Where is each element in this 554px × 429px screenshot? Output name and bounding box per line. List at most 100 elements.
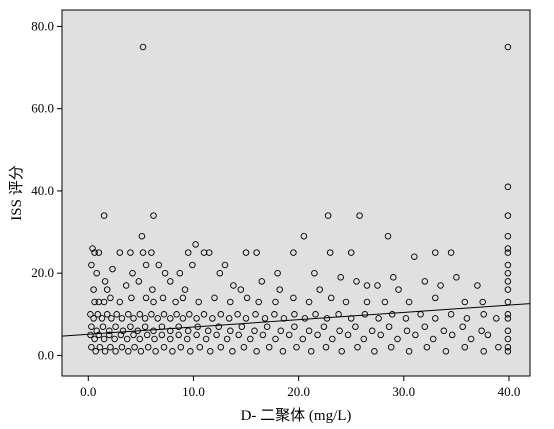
data-point [363,282,371,289]
data-point [301,315,309,322]
data-point [94,311,102,318]
data-point [353,278,360,285]
data-point [251,327,258,335]
data-point [175,331,182,339]
data-point [235,331,242,339]
data-point [88,323,95,330]
data-point [152,348,159,355]
data-point [265,343,273,351]
data-point [179,315,187,322]
data-point [478,327,485,335]
x-tick-label: 20.0 [287,384,310,399]
data-point [101,278,109,285]
y-tick-label: 60.0 [31,101,54,116]
data-point [95,331,103,339]
data-point [187,348,194,355]
data-point [474,282,481,289]
data-point [277,327,285,335]
data-point [290,294,297,302]
data-point [112,323,119,330]
data-point [432,249,439,256]
data-point [154,315,161,322]
data-point [234,311,241,318]
data-point [291,323,298,330]
data-point [88,343,95,351]
data-point [504,278,512,285]
data-point [363,298,371,306]
data-point [179,294,187,302]
data-point [125,348,132,355]
data-point [384,232,392,240]
data-point [225,315,233,322]
data-point [176,269,184,277]
data-point [127,323,134,330]
data-point [447,249,455,256]
x-tick-label: 0.0 [80,384,96,399]
y-axis-title: ISS 评分 [8,165,25,220]
data-point [141,323,149,330]
data-point [148,311,155,318]
data-point [103,286,111,293]
data-point [459,323,466,330]
data-point [411,253,418,260]
data-point [329,335,336,343]
data-point [432,294,439,302]
data-point [337,274,344,281]
data-point [189,261,196,269]
data-point [276,286,283,293]
data-point [99,323,107,330]
data-point [504,249,512,256]
data-point [150,298,157,306]
x-axis: 0.0 10.0 20.0 30.0 40.0 [80,376,520,399]
data-point [186,311,193,318]
data-point [421,323,429,330]
data-point [216,269,224,277]
data-point [230,282,237,289]
data-point [272,335,279,343]
data-point [504,245,512,252]
data-point [192,241,199,248]
data-point [118,315,126,322]
data-point [307,348,315,355]
data-point [183,335,191,343]
data-point [95,249,103,256]
data-point [139,43,147,51]
data-point [291,311,298,318]
data-point [172,298,179,306]
data-point [209,315,216,322]
data-point [175,323,182,330]
fit-line [61,303,531,337]
data-point [504,327,512,335]
data-point [385,323,393,330]
data-point [221,261,229,269]
data-point [116,249,124,256]
data-point [144,343,152,351]
data-point [160,343,168,351]
data-point [253,249,260,256]
data-point [342,298,350,306]
data-point [312,311,319,318]
data-point [293,343,300,351]
data-point [137,348,145,355]
data-point [504,343,512,351]
data-point [207,348,214,355]
data-point [100,298,108,306]
data-point [148,249,155,256]
data-point [495,343,502,351]
data-point [173,311,180,318]
data-point [161,269,169,277]
data-point [242,249,250,256]
data-point [467,335,475,343]
data-point [504,311,512,318]
data-point [448,331,456,339]
data-point [87,311,94,318]
data-point [160,311,168,318]
data-point [504,261,512,269]
data-point [394,335,401,343]
data-point [453,274,460,281]
data-point [184,327,192,335]
data-point [320,323,328,330]
data-point [88,261,95,269]
data-point [108,315,115,322]
data-point [149,286,156,293]
